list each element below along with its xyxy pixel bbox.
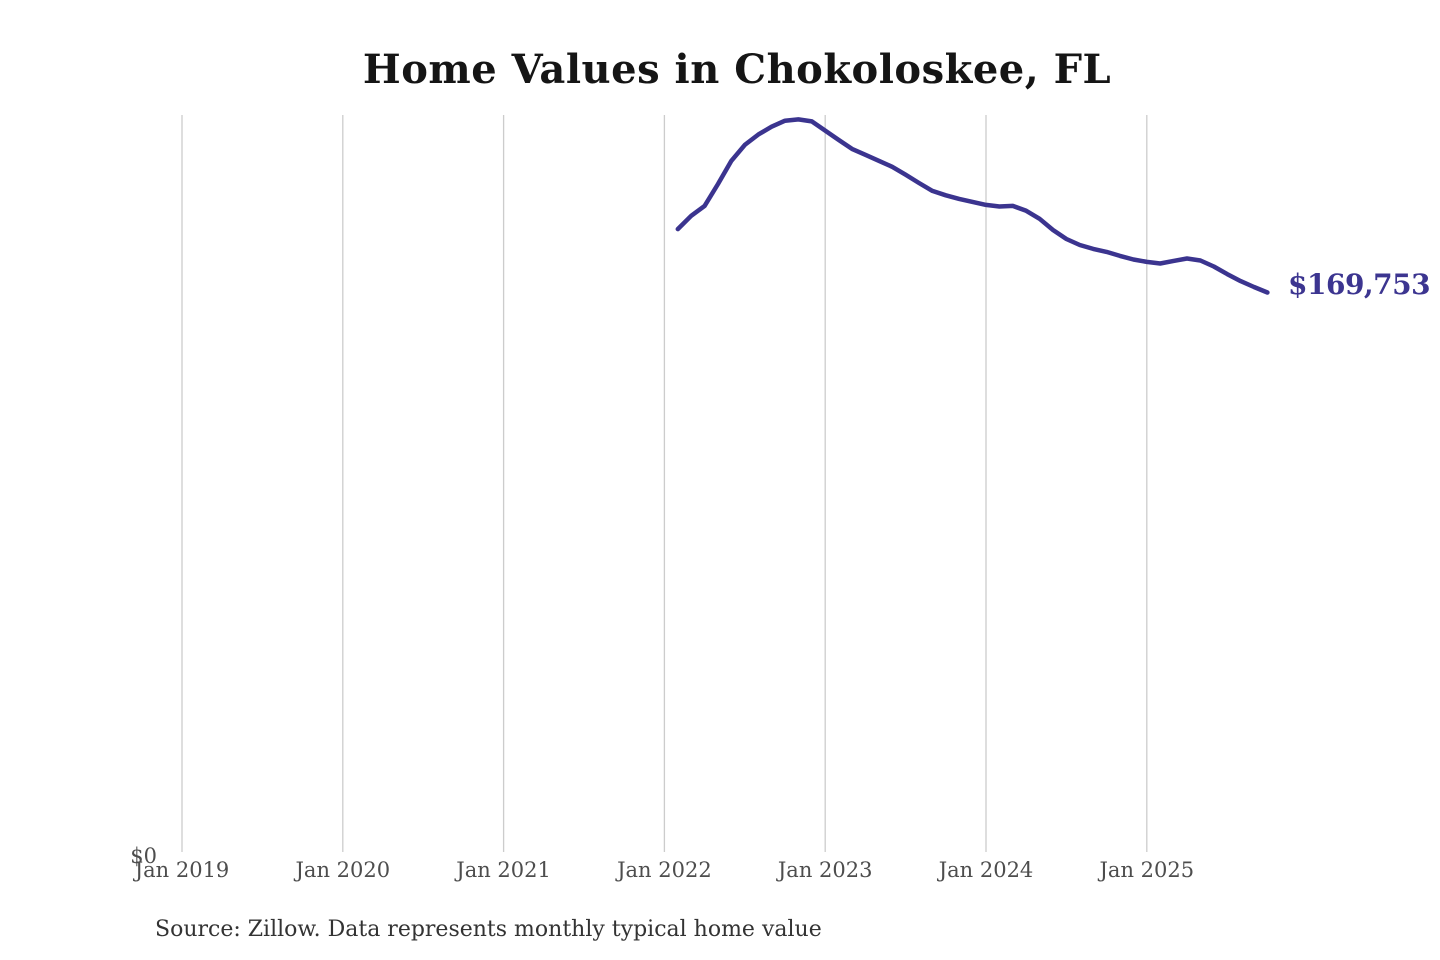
price-line — [675, 117, 1270, 295]
x-tick-label: Jan 2024 — [938, 858, 1034, 882]
y-axis-zero-tick-label: $0 — [130, 844, 157, 868]
chart-title: Home Values in Chokoloskee, FL — [362, 46, 1112, 93]
x-tick-label: Jan 2019 — [134, 858, 230, 882]
source-note: Source: Zillow. Data represents monthly … — [155, 917, 822, 942]
x-tick-label: Jan 2020 — [295, 858, 391, 882]
latest-value-label: $169,753 — [1288, 268, 1431, 301]
x-tick-label: Jan 2025 — [1099, 858, 1195, 882]
gridlines — [181, 115, 1148, 852]
x-tick-label: Jan 2021 — [456, 858, 551, 882]
x-tick-label: Jan 2022 — [617, 858, 712, 882]
x-tick-label: Jan 2023 — [777, 858, 873, 882]
